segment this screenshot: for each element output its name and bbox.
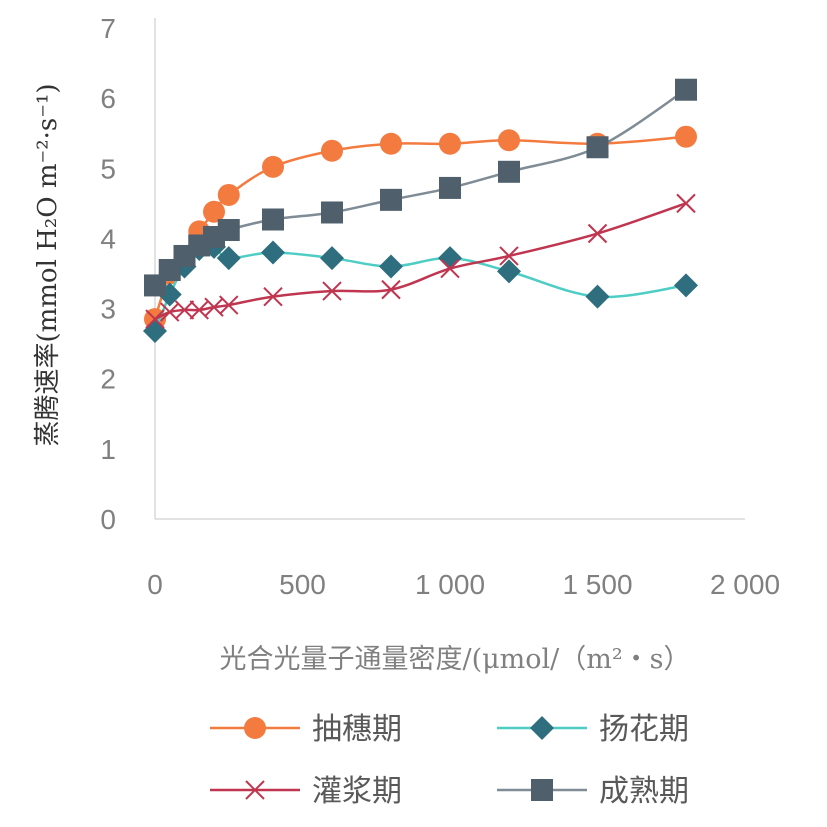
data-point (497, 259, 521, 284)
data-point (674, 273, 698, 298)
y-tick-label: 1 (100, 434, 116, 465)
series-layer (143, 78, 698, 344)
data-point (499, 246, 519, 266)
data-point (381, 279, 401, 300)
data-point (439, 176, 461, 199)
data-point (586, 136, 609, 159)
series-4 (144, 78, 697, 297)
legend-marker (531, 779, 553, 801)
y-tick-label: 6 (100, 83, 116, 114)
data-point (321, 201, 343, 224)
legend-item: 灌浆期 (210, 774, 402, 809)
data-point (262, 208, 284, 231)
data-point (262, 155, 284, 178)
data-point (498, 129, 520, 152)
data-point (587, 223, 608, 244)
y-axis-label: 蒸腾速率(mmol H₂O m⁻²·s⁻¹) (33, 83, 63, 446)
legend-marker (530, 716, 554, 740)
data-point (440, 258, 460, 279)
y-axis-ticks: 0 1 2 3 4 5 6 7 (100, 13, 116, 535)
y-tick-label: 2 (100, 364, 116, 395)
y-tick-label: 0 (100, 504, 116, 535)
data-point (585, 284, 610, 309)
y-tick-label: 5 (100, 153, 116, 184)
data-point (379, 254, 403, 279)
data-point (380, 132, 402, 155)
y-tick-label: 4 (100, 223, 116, 254)
data-point (217, 183, 240, 206)
x-axis-ticks: 0 500 1 000 1 500 2 000 (147, 569, 780, 600)
data-point (219, 295, 239, 315)
legend-item: 扬花期 (497, 712, 689, 747)
data-point (320, 246, 344, 271)
legend-label: 灌浆期 (312, 774, 402, 809)
chart-axes (154, 18, 745, 520)
x-tick-label: 1 500 (562, 569, 632, 600)
x-axis-label: 光合光量子通量密度/(μmol/（m²・s） (219, 644, 690, 675)
x-tick-label: 0 (147, 569, 163, 600)
data-point (322, 281, 342, 301)
legend-label: 扬花期 (599, 712, 689, 747)
series-3 (145, 193, 696, 329)
data-point (217, 219, 240, 242)
data-point (498, 160, 520, 183)
data-point (261, 240, 285, 265)
data-point (380, 188, 402, 211)
legend-marker (244, 717, 266, 739)
data-point (675, 125, 697, 148)
legend-marker (245, 780, 265, 800)
data-point (145, 309, 165, 329)
data-point (216, 246, 241, 271)
legend-item: 抽穗期 (210, 712, 402, 747)
series-2 (143, 234, 698, 344)
data-point (675, 78, 697, 101)
x-tick-label: 1 000 (415, 569, 485, 600)
legend-label: 成熟期 (599, 774, 689, 809)
data-point (676, 193, 696, 214)
data-point (263, 286, 283, 307)
y-tick-label: 7 (100, 13, 116, 44)
data-point (439, 132, 461, 155)
data-point (321, 139, 343, 162)
data-point (174, 300, 195, 320)
x-tick-label: 500 (279, 569, 326, 600)
y-tick-label: 3 (100, 294, 116, 325)
data-point (438, 246, 462, 271)
legend-label: 抽穗期 (312, 712, 402, 747)
data-point (203, 200, 225, 223)
x-tick-label: 2 000 (710, 569, 780, 600)
legend-item: 成熟期 (497, 774, 689, 809)
